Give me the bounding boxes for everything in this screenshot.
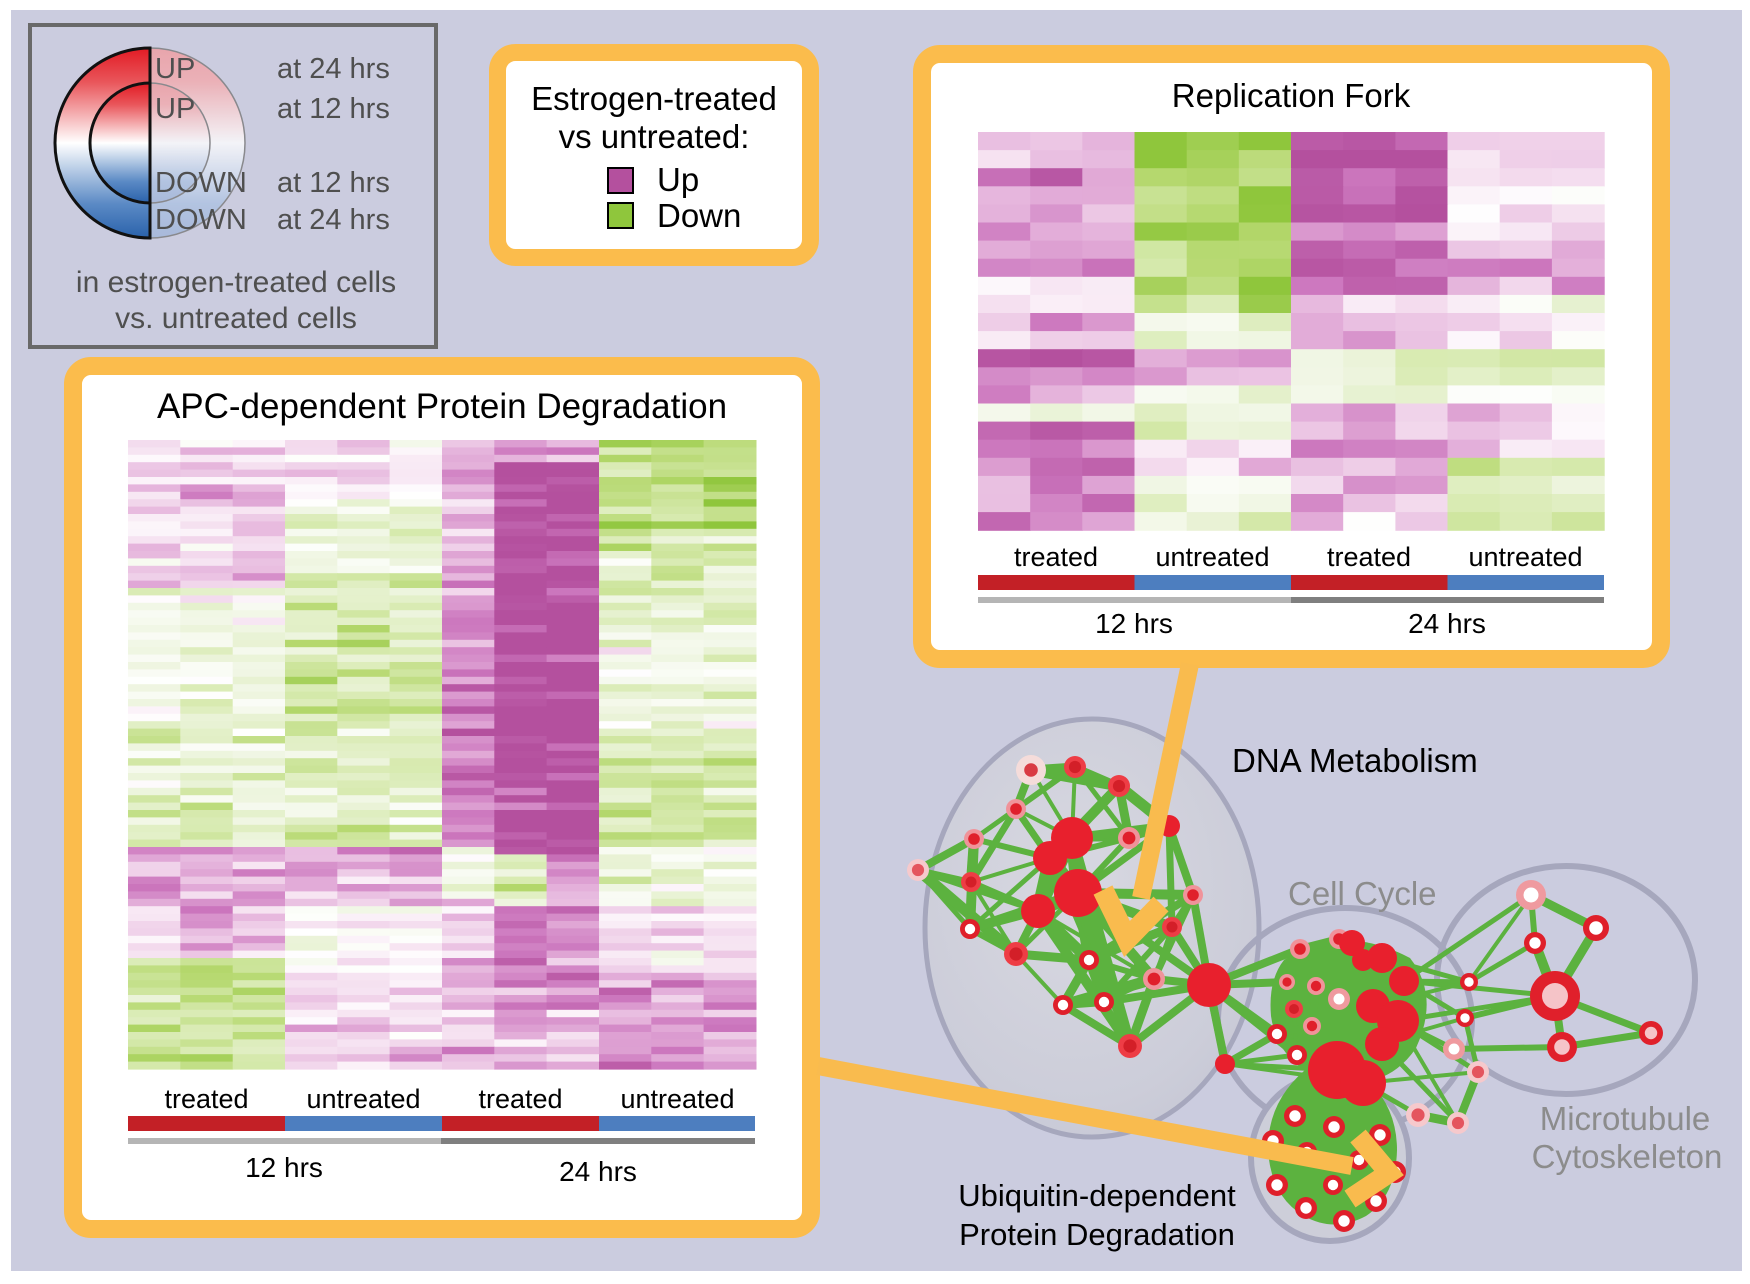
svg-text:Cytoskeleton: Cytoskeleton: [1532, 1138, 1723, 1175]
svg-text:untreated: untreated: [1468, 542, 1582, 572]
svg-text:treated: treated: [164, 1084, 248, 1114]
svg-text:at 12 hrs: at 12 hrs: [277, 167, 390, 199]
svg-text:Cell Cycle: Cell Cycle: [1288, 875, 1437, 912]
svg-text:treated: treated: [1327, 542, 1411, 572]
svg-text:24 hrs: 24 hrs: [559, 1156, 637, 1187]
svg-text:Protein Degradation: Protein Degradation: [959, 1217, 1235, 1252]
svg-text:Down: Down: [657, 197, 741, 234]
svg-text:untreated: untreated: [306, 1084, 420, 1114]
svg-text:untreated: untreated: [1155, 542, 1269, 572]
svg-text:DOWN: DOWN: [155, 167, 247, 199]
svg-text:UP: UP: [155, 93, 195, 125]
svg-text:DNA Metabolism: DNA Metabolism: [1232, 742, 1478, 779]
svg-text:at 24 hrs: at 24 hrs: [277, 204, 390, 236]
svg-text:Ubiquitin-dependent: Ubiquitin-dependent: [958, 1178, 1236, 1213]
svg-text:treated: treated: [1014, 542, 1098, 572]
svg-text:Microtubule: Microtubule: [1540, 1100, 1711, 1137]
svg-text:Estrogen-treated: Estrogen-treated: [531, 80, 777, 117]
svg-text:at 12 hrs: at 12 hrs: [277, 93, 390, 125]
svg-text:at 24 hrs: at 24 hrs: [277, 53, 390, 85]
svg-text:untreated: untreated: [620, 1084, 734, 1114]
svg-text:treated: treated: [478, 1084, 562, 1114]
svg-text:24 hrs: 24 hrs: [1408, 608, 1486, 639]
svg-text:UP: UP: [155, 53, 195, 85]
svg-text:12 hrs: 12 hrs: [1095, 608, 1173, 639]
svg-text:Replication Fork: Replication Fork: [1172, 77, 1411, 114]
svg-text:12 hrs: 12 hrs: [245, 1152, 323, 1183]
svg-text:APC-dependent Protein Degradat: APC-dependent Protein Degradation: [157, 387, 727, 426]
svg-text:in estrogen-treated cells: in estrogen-treated cells: [76, 266, 396, 299]
svg-text:Up: Up: [657, 161, 699, 198]
svg-text:vs untreated:: vs untreated:: [559, 118, 750, 155]
svg-text:vs. untreated cells: vs. untreated cells: [115, 302, 357, 335]
svg-text:DOWN: DOWN: [155, 204, 247, 236]
